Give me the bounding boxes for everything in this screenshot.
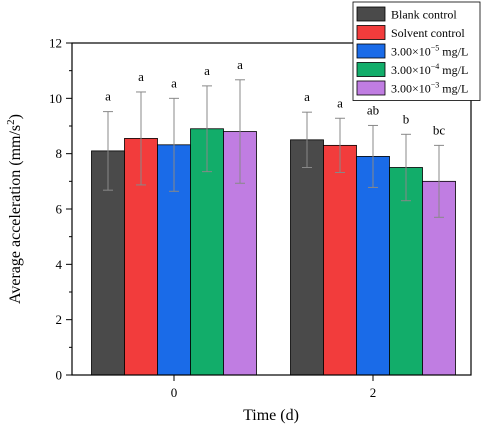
legend-swatch [356, 62, 386, 77]
x-axis-title: Time (d) [243, 407, 299, 424]
y-tick-label: 4 [56, 257, 63, 272]
significance-label: a [304, 89, 310, 104]
bar [389, 167, 423, 376]
y-axis-title-close: ) [7, 114, 24, 119]
significance-label: a [337, 95, 343, 110]
significance-label: a [204, 63, 210, 78]
y-axis-title-main: Average acceleration (mm/s [7, 125, 24, 304]
bar [290, 139, 324, 376]
legend-swatch [356, 43, 386, 59]
legend-label: Blank control [391, 8, 457, 22]
significance-label: b [403, 111, 410, 126]
bar [356, 156, 390, 376]
y-axis: 0 2 4 6 8 10 12 [49, 36, 72, 383]
bars-layer [91, 128, 456, 376]
y-tick-label: 2 [56, 312, 63, 327]
bar [323, 144, 357, 376]
legend-label: 3.00×10−4 mg/L [391, 62, 468, 77]
y-axis-title: Average acceleration (mm/s2) [5, 114, 24, 304]
y-axis-title-sup: 2 [5, 119, 17, 125]
x-tick-label: 2 [370, 385, 377, 400]
y-tick-label: 12 [49, 36, 62, 51]
significance-label: a [171, 75, 177, 90]
y-tick-label: 0 [56, 368, 63, 383]
y-tick-label: 8 [56, 146, 63, 161]
legend-label: Solvent control [391, 26, 465, 40]
error-bars-layer [103, 79, 444, 218]
significance-label: bc [433, 122, 446, 137]
legend-label: 3.00×10−5 mg/L [391, 44, 468, 59]
legend-swatch [356, 6, 386, 22]
x-tick-label: 0 [171, 385, 178, 400]
significance-label: a [138, 69, 144, 84]
significance-label: a [105, 89, 111, 104]
legend-swatch [356, 80, 386, 96]
significance-label: a [237, 57, 243, 72]
legend-swatch [356, 25, 386, 40]
legend: Blank control Solvent control 3.00×10−5 mg… [352, 1, 481, 101]
y-tick-label: 10 [49, 91, 62, 106]
legend-label: 3.00×10−3 mg/L [391, 81, 468, 96]
y-tick-label: 6 [56, 202, 63, 217]
significance-labels-layer: a a a a a a a ab b bc [105, 57, 445, 138]
significance-label: ab [367, 102, 379, 117]
